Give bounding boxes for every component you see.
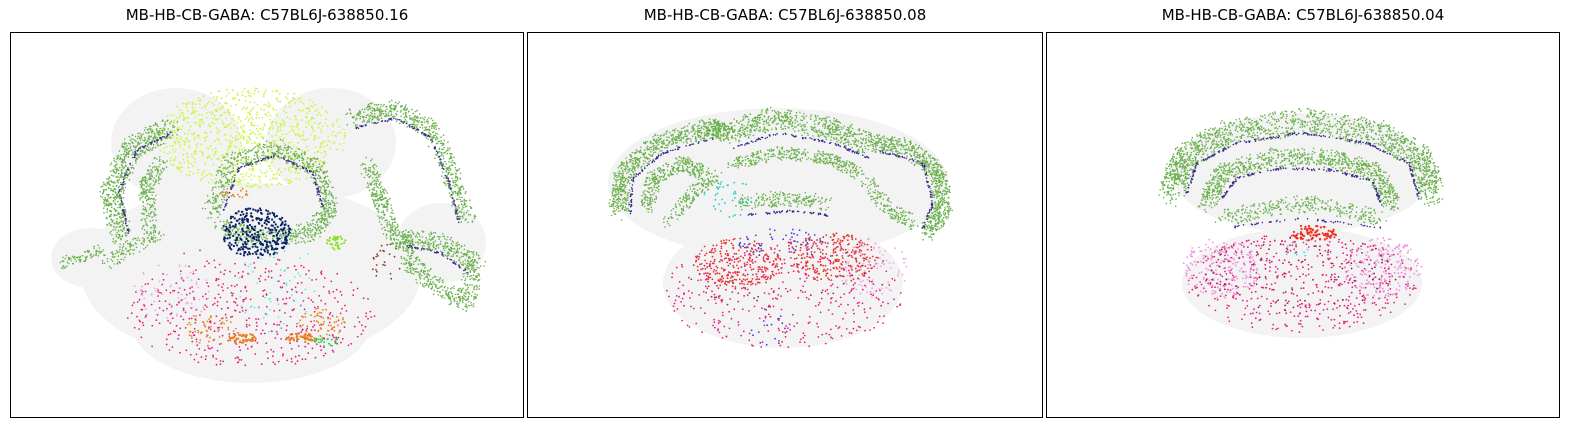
plot-area <box>10 32 524 418</box>
scatter-panel-2: MB-HB-CB-GABA: C57BL6J-638850.08 <box>527 0 1043 427</box>
series-lightpink <box>1182 237 1423 299</box>
series-purkinje <box>628 132 934 229</box>
series-cerebellum-granule <box>1158 107 1444 226</box>
series-red <box>695 232 879 289</box>
series-cyan <box>703 181 753 218</box>
panel-title: MB-HB-CB-GABA: C57BL6J-638850.04 <box>1161 6 1445 24</box>
plot-area <box>1046 32 1560 418</box>
panel-title: MB-HB-CB-GABA: C57BL6J-638850.16 <box>125 6 409 24</box>
series-red <box>1292 224 1337 242</box>
scatter-panel-3: MB-HB-CB-GABA: C57BL6J-638850.04 <box>1046 0 1560 427</box>
series-orange <box>186 188 346 347</box>
series-green <box>313 334 338 347</box>
scatter-plot <box>608 106 953 349</box>
series-lightpink <box>134 264 210 320</box>
background-tissue <box>51 88 486 383</box>
series-hindbrain-pink <box>666 238 902 349</box>
series-midbrain-dorsal <box>156 87 347 189</box>
scatter-plot <box>51 87 487 383</box>
series-brown <box>690 233 884 307</box>
series-brown <box>372 243 401 280</box>
series-cyan <box>238 236 316 333</box>
series-purkinje <box>1185 131 1420 229</box>
scatter-panel-1: MB-HB-CB-GABA: C57BL6J-638850.16 <box>10 0 524 427</box>
series-blue <box>750 309 786 346</box>
series-blue <box>738 228 825 256</box>
series-lime <box>326 235 347 251</box>
scatter-plot <box>1158 107 1444 338</box>
series-lightpink <box>837 237 908 299</box>
panel-title: MB-HB-CB-GABA: C57BL6J-638850.08 <box>643 6 927 24</box>
series-cerebellum-granule <box>608 106 953 241</box>
series-red <box>157 249 270 324</box>
series-navy-cluster <box>222 207 292 259</box>
series-maroon <box>1205 234 1397 311</box>
series-cyan <box>1285 239 1309 257</box>
series-purkinje <box>117 117 468 274</box>
series-cerebellum-granule <box>59 99 487 312</box>
plot-area <box>527 32 1043 418</box>
